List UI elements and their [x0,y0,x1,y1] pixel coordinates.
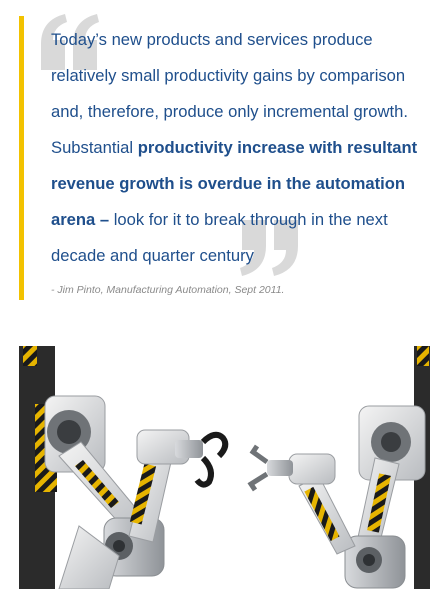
quote-block: Today’s new products and services produc… [19,14,430,300]
quote-text: Today’s new products and services produc… [51,22,426,274]
left-robot-arm [19,346,229,589]
robot-arms-image [19,346,430,589]
quote-text-part2: look for it to break through in the next… [51,210,388,265]
right-robot-arm [247,346,430,589]
quote-accent-bar [19,16,24,300]
close-quote-icon [240,220,298,276]
open-quote-icon [41,14,99,70]
quote-text-emphasis: productivity increase with resultant rev… [51,138,418,229]
quote-text-part1: Today’s new products and services produc… [51,30,408,157]
two-industrial-robot-arms-icon [19,346,430,589]
quote-attribution: - Jim Pinto, Manufacturing Automation, S… [51,284,285,296]
